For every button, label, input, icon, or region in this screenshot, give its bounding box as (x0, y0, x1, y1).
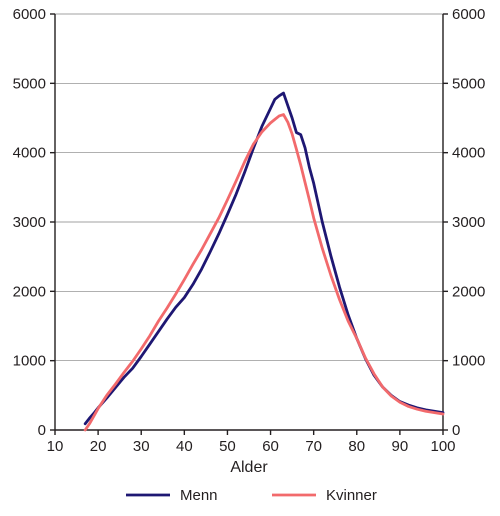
legend-label: Kvinner (326, 487, 377, 504)
y-tick-label-right: 2000 (452, 283, 485, 300)
x-tick-label: 70 (305, 438, 322, 455)
x-axis-label: Alder (230, 459, 268, 476)
x-tick-label: 100 (430, 438, 455, 455)
x-tick-label: 10 (47, 438, 64, 455)
y-tick-label-left: 1000 (13, 353, 46, 370)
x-tick-label: 90 (392, 438, 409, 455)
y-tick-label-right: 6000 (452, 6, 485, 23)
legend-label: Menn (180, 487, 218, 504)
y-tick-label-right: 3000 (452, 214, 485, 231)
y-tick-label-left: 6000 (13, 6, 46, 23)
y-tick-label-right: 4000 (452, 145, 485, 162)
x-tick-label: 60 (262, 438, 279, 455)
line-chart: 0 0 1000 1000 2000 2000 3000 3000 4000 4000 5000 50… (0, 0, 500, 516)
x-tick-label: 40 (176, 438, 193, 455)
y-tick-label-left: 5000 (13, 75, 46, 92)
y-tick-label-left: 3000 (13, 214, 46, 231)
x-tick-label: 50 (219, 438, 236, 455)
y-tick-label-left: 4000 (13, 145, 46, 162)
x-tick-label: 30 (133, 438, 150, 455)
y-tick-label-left: 2000 (13, 283, 46, 300)
y-tick-label-left: 0 (38, 422, 46, 439)
y-tick-label-right: 0 (452, 422, 460, 439)
y-tick-label-right: 1000 (452, 353, 485, 370)
y-tick-label-right: 5000 (452, 75, 485, 92)
x-tick-label: 80 (348, 438, 365, 455)
x-tick-label: 20 (90, 438, 107, 455)
